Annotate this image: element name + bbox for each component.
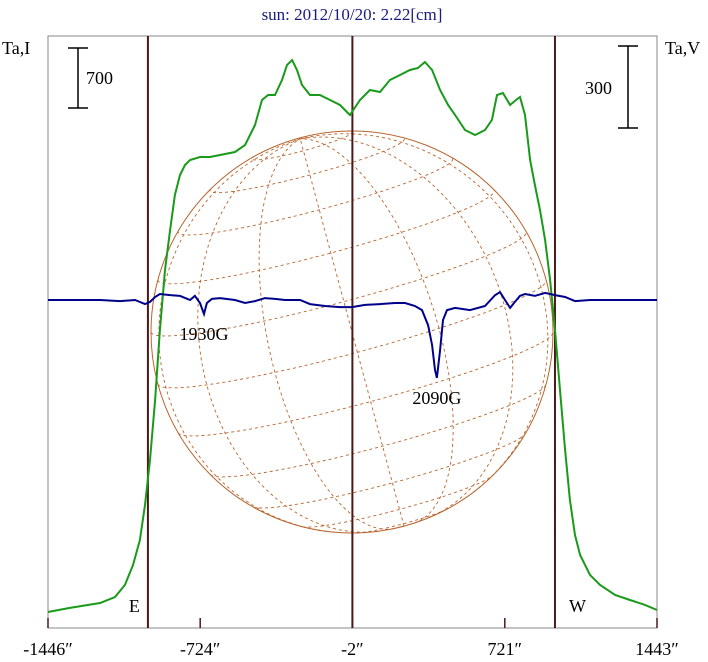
marker-label: W — [569, 596, 586, 616]
sun-grid-line — [158, 138, 327, 532]
x-tick-label: -724″ — [180, 639, 221, 659]
x-tick-label: 1443″ — [635, 639, 679, 659]
chart-title: sun: 2012/10/20: 2.22[cm] — [262, 5, 443, 24]
sun-grid-line — [251, 130, 353, 161]
i-scale-bar-label: 700 — [86, 68, 113, 88]
sun-grid-line — [150, 231, 527, 337]
sun-grid-line — [258, 138, 395, 530]
x-tick-label: -2″ — [341, 639, 364, 659]
sun-grid-line — [356, 507, 449, 534]
sun-grid-line — [300, 133, 549, 493]
sun-grid-line — [197, 138, 378, 533]
sun-grid-line — [157, 189, 495, 285]
sun-grid-line — [210, 384, 547, 478]
data-line — [48, 290, 657, 379]
annotation: 2090G — [412, 388, 461, 408]
data-line — [47, 58, 658, 613]
y-axis-label: Ta,I — [2, 38, 30, 58]
x-tick-label: 721″ — [488, 639, 523, 659]
sun-grid-line — [177, 332, 554, 437]
sun-grid-line — [177, 157, 454, 236]
sun-grid-line — [300, 136, 514, 518]
annotation: 1930G — [179, 324, 228, 344]
sun-grid-line — [302, 475, 493, 528]
sun-grid-line — [253, 433, 526, 509]
sun-grid-line — [300, 138, 454, 524]
sun-grid-line — [299, 138, 405, 527]
marker-label: E — [129, 596, 140, 616]
sun-grid-line — [209, 136, 405, 194]
v-scale-bar-label: 300 — [585, 78, 612, 98]
y2-axis-label: Ta,V — [665, 38, 700, 58]
x-tick-label: -1446″ — [23, 639, 73, 659]
